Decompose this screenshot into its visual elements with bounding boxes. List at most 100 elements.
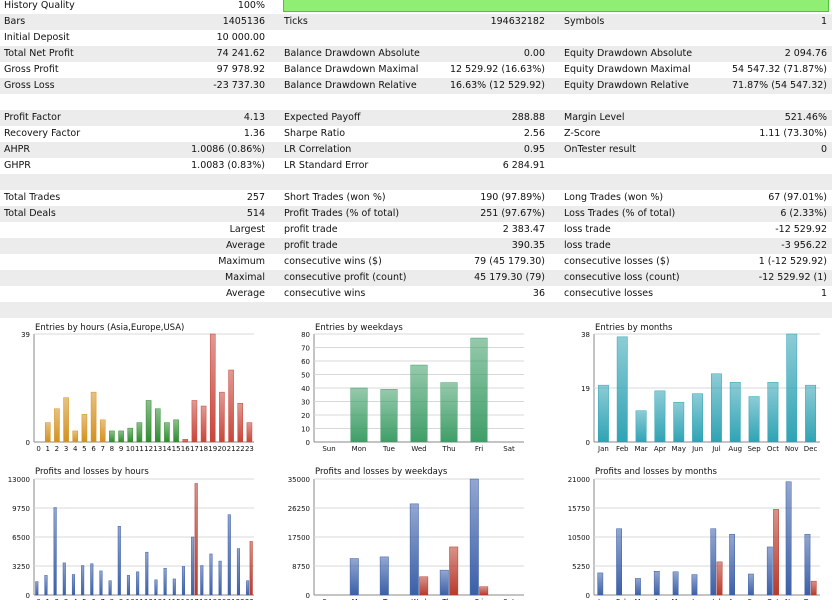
entries-months-bar bbox=[767, 382, 779, 443]
profits-months-profit-bar bbox=[616, 528, 623, 596]
gross-profit-label: Gross Profit bbox=[4, 64, 59, 75]
profits-weekdays-loss-bar bbox=[479, 586, 489, 596]
entries-hours-xtick: 11 bbox=[135, 445, 144, 453]
entries-weekdays-xtick: Sun bbox=[322, 445, 335, 453]
entries-months-xtick: Jun bbox=[691, 445, 703, 453]
largest-profit-label: profit trade bbox=[284, 224, 338, 235]
profits-hours-loss-bar bbox=[194, 483, 198, 596]
lr-correlation-value: 0.95 bbox=[523, 144, 545, 155]
profits-hours-xtick: 19 bbox=[208, 598, 217, 600]
entries-hours-bar bbox=[237, 402, 244, 443]
profits-months-profit-bar bbox=[635, 578, 641, 596]
entries-months-title: Entries by months bbox=[595, 323, 673, 333]
entries-weekdays-ytick: 50 bbox=[301, 372, 310, 380]
entries-hours-bar bbox=[63, 397, 69, 443]
profits-hours-profit-bar bbox=[181, 566, 186, 596]
history-quality-bar bbox=[283, 0, 829, 12]
entries-weekdays-bar bbox=[440, 382, 458, 443]
profits-months-ytick: 15750 bbox=[568, 505, 590, 513]
profits-weekdays-xtick: Sun bbox=[322, 598, 335, 600]
entries-months-xtick: Oct bbox=[767, 445, 779, 453]
profits-weekdays-profit-bar bbox=[349, 558, 359, 596]
profits-weekdays-xtick: Sat bbox=[503, 598, 515, 600]
report-row-spacer-bottom bbox=[0, 302, 832, 318]
profits-months-xtick: Apr bbox=[654, 598, 666, 600]
equity-dd-rel-label: Equity Drawdown Relative bbox=[564, 80, 689, 91]
profits-months-xtick: Sep bbox=[747, 598, 761, 600]
entries-hours-xtick: 2 bbox=[55, 445, 59, 453]
entries-months-bar bbox=[729, 382, 741, 443]
report-row-ahpr: AHPR 1.0086 (0.86%) LR Correlation 0.95 … bbox=[0, 142, 832, 158]
maximal-loss-value: -12 529.92 (1) bbox=[758, 272, 827, 283]
entries-months-xtick: Jan bbox=[597, 445, 609, 453]
entries-weekdays-xtick: Mon bbox=[352, 445, 367, 453]
profits-months-xtick: Feb bbox=[616, 598, 629, 600]
gross-loss-label: Gross Loss bbox=[4, 80, 55, 91]
entries-hours-ytick: 0 bbox=[26, 439, 30, 447]
entries-hours-xtick: 8 bbox=[110, 445, 114, 453]
balance-dd-rel-value: 16.63% (12 529.92) bbox=[449, 80, 545, 91]
ontester-value: 0 bbox=[820, 144, 827, 155]
entries-weekdays-bar bbox=[380, 389, 398, 443]
equity-dd-abs-value: 2 094.76 bbox=[784, 48, 827, 59]
profits-weekdays-xtick: Mon bbox=[352, 598, 367, 600]
initial-deposit-label: Initial Deposit bbox=[4, 32, 70, 43]
entries-weekdays-ytick: 40 bbox=[301, 385, 310, 393]
ghpr-label: GHPR bbox=[4, 160, 31, 171]
profits-hours-xtick: 18 bbox=[199, 598, 208, 600]
profits-months-ytick: 21000 bbox=[568, 476, 590, 484]
entries-hours-xtick: 20 bbox=[217, 445, 226, 453]
entries-weekdays-xtick: Thu bbox=[441, 445, 455, 453]
profits-months-loss-bar bbox=[716, 561, 723, 596]
profit-trades-label: Profit Trades (% of total) bbox=[284, 208, 400, 219]
profits-months-profit-bar bbox=[804, 533, 811, 596]
profits-hours-xtick: 16 bbox=[181, 598, 190, 600]
expected-payoff-label: Expected Payoff bbox=[284, 112, 361, 123]
entries-hours-ytick: 39 bbox=[21, 331, 30, 339]
ontester-label: OnTester result bbox=[564, 144, 636, 155]
entries-weekdays-ytick: 20 bbox=[301, 412, 310, 420]
profits-hours-profit-bar bbox=[209, 553, 213, 596]
entries-hours-bar bbox=[109, 430, 115, 443]
entries-hours-xtick: 4 bbox=[73, 445, 78, 453]
recovery-factor-value: 1.36 bbox=[243, 128, 265, 139]
equity-dd-rel-value: 71.87% (54 547.32) bbox=[731, 80, 827, 91]
profits-hours-xtick: 6 bbox=[91, 598, 96, 600]
entries-hours-bar bbox=[228, 369, 234, 443]
entries-hours-xtick: 17 bbox=[190, 445, 199, 453]
profits-hours-profit-bar bbox=[44, 575, 48, 596]
profits-months-xtick: Jan bbox=[597, 598, 609, 600]
profits-hours-xtick: 14 bbox=[162, 598, 171, 600]
profits-months-ytick: 5250 bbox=[572, 563, 590, 571]
entries-months-xtick: Feb bbox=[616, 445, 629, 453]
history-quality-label: History Quality bbox=[4, 0, 75, 11]
entries-weekdays-ytick: 70 bbox=[301, 345, 310, 353]
profits-hours-ytick: 3250 bbox=[12, 563, 30, 571]
entries-weekdays-bar bbox=[470, 337, 488, 443]
profits-hours-profit-bar bbox=[126, 575, 131, 596]
entries-hours-bar bbox=[164, 422, 170, 443]
profits-weekdays-title: Profits and losses by weekdays bbox=[315, 467, 448, 477]
entries-hours-xtick: 14 bbox=[162, 445, 171, 453]
profits-weekdays-profit-bar bbox=[469, 478, 479, 596]
profits-weekdays-ytick: 0 bbox=[306, 592, 310, 600]
total-net-profit-label: Total Net Profit bbox=[4, 48, 74, 59]
profits-hours-profit-bar bbox=[117, 526, 121, 596]
entries-hours-xtick: 16 bbox=[181, 445, 190, 453]
report-row-recovery-factor: Recovery Factor 1.36 Sharpe Ratio 2.56 Z… bbox=[0, 126, 832, 142]
report-row-profit-factor: Profit Factor 4.13 Expected Payoff 288.8… bbox=[0, 110, 832, 126]
entries-months-ytick: 38 bbox=[581, 331, 590, 339]
entries-months-xtick: May bbox=[672, 445, 686, 453]
balance-dd-max-value: 12 529.92 (16.63%) bbox=[449, 64, 545, 75]
report-row-total-deals: Total Deals 514 Profit Trades (% of tota… bbox=[0, 206, 832, 222]
largest-loss-label: loss trade bbox=[564, 224, 611, 235]
profits-weekdays-ytick: 35000 bbox=[288, 476, 310, 484]
entries-months-bar bbox=[692, 393, 704, 443]
maximum-label: Maximum bbox=[218, 256, 265, 267]
entries-weekdays-xtick: Wed bbox=[411, 445, 426, 453]
ghpr-value: 1.0083 (0.83%) bbox=[191, 160, 265, 171]
profits-hours-xtick: 11 bbox=[135, 598, 144, 600]
entries-hours-bar bbox=[136, 422, 143, 443]
maximal-profit-label: consecutive profit (count) bbox=[284, 272, 407, 283]
profits-months-profit-bar bbox=[729, 533, 736, 596]
